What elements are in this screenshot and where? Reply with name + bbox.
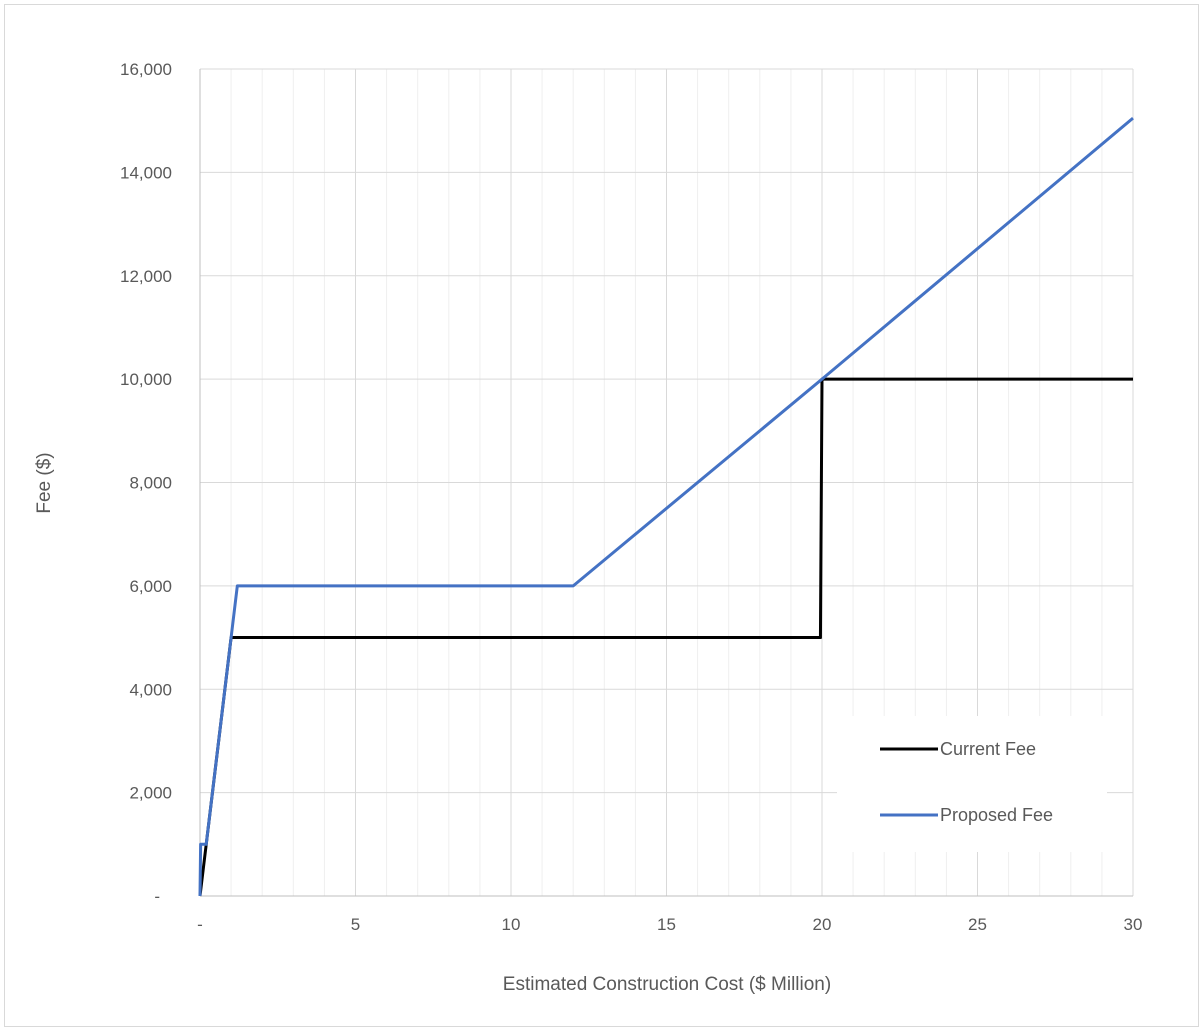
chart-frame: [4, 4, 1199, 1027]
y-tick-label: 10,000: [120, 370, 172, 389]
y-tick-label: 2,000: [129, 784, 172, 803]
legend-background: [837, 716, 1107, 852]
x-axis-tick-labels: - 5 10 15 20 25 30: [197, 915, 1142, 934]
series-line-proposed-fee: [198, 116, 1134, 897]
y-tick-label: 16,000: [120, 60, 172, 79]
y-tick-label: 8,000: [129, 474, 172, 493]
y-axis-title: Fee ($): [34, 452, 55, 513]
legend: Current Fee Proposed Fee: [837, 716, 1107, 852]
x-tick-label: -: [197, 915, 203, 934]
legend-label: Proposed Fee: [940, 805, 1053, 825]
axes: [199, 69, 1133, 897]
x-tick-label: 25: [968, 915, 987, 934]
x-tick-label: 15: [657, 915, 676, 934]
legend-label: Current Fee: [940, 739, 1036, 759]
x-tick-label: 10: [502, 915, 521, 934]
y-tick-label: 14,000: [120, 163, 172, 182]
x-tick-label: 20: [813, 915, 832, 934]
y-tick-label: 6,000: [129, 577, 172, 596]
series-lines: [198, 116, 1134, 897]
y-tick-label: 12,000: [120, 267, 172, 286]
x-tick-label: 30: [1124, 915, 1143, 934]
y-tick-label: -: [154, 887, 160, 906]
x-axis-title: Estimated Construction Cost ($ Million): [503, 974, 831, 995]
x-tick-label: 5: [351, 915, 360, 934]
y-axis-tick-labels: - 2,000 4,000 6,000 8,000 10,000 12,000 14,000 1…: [120, 60, 172, 906]
y-tick-label: 4,000: [129, 680, 172, 699]
